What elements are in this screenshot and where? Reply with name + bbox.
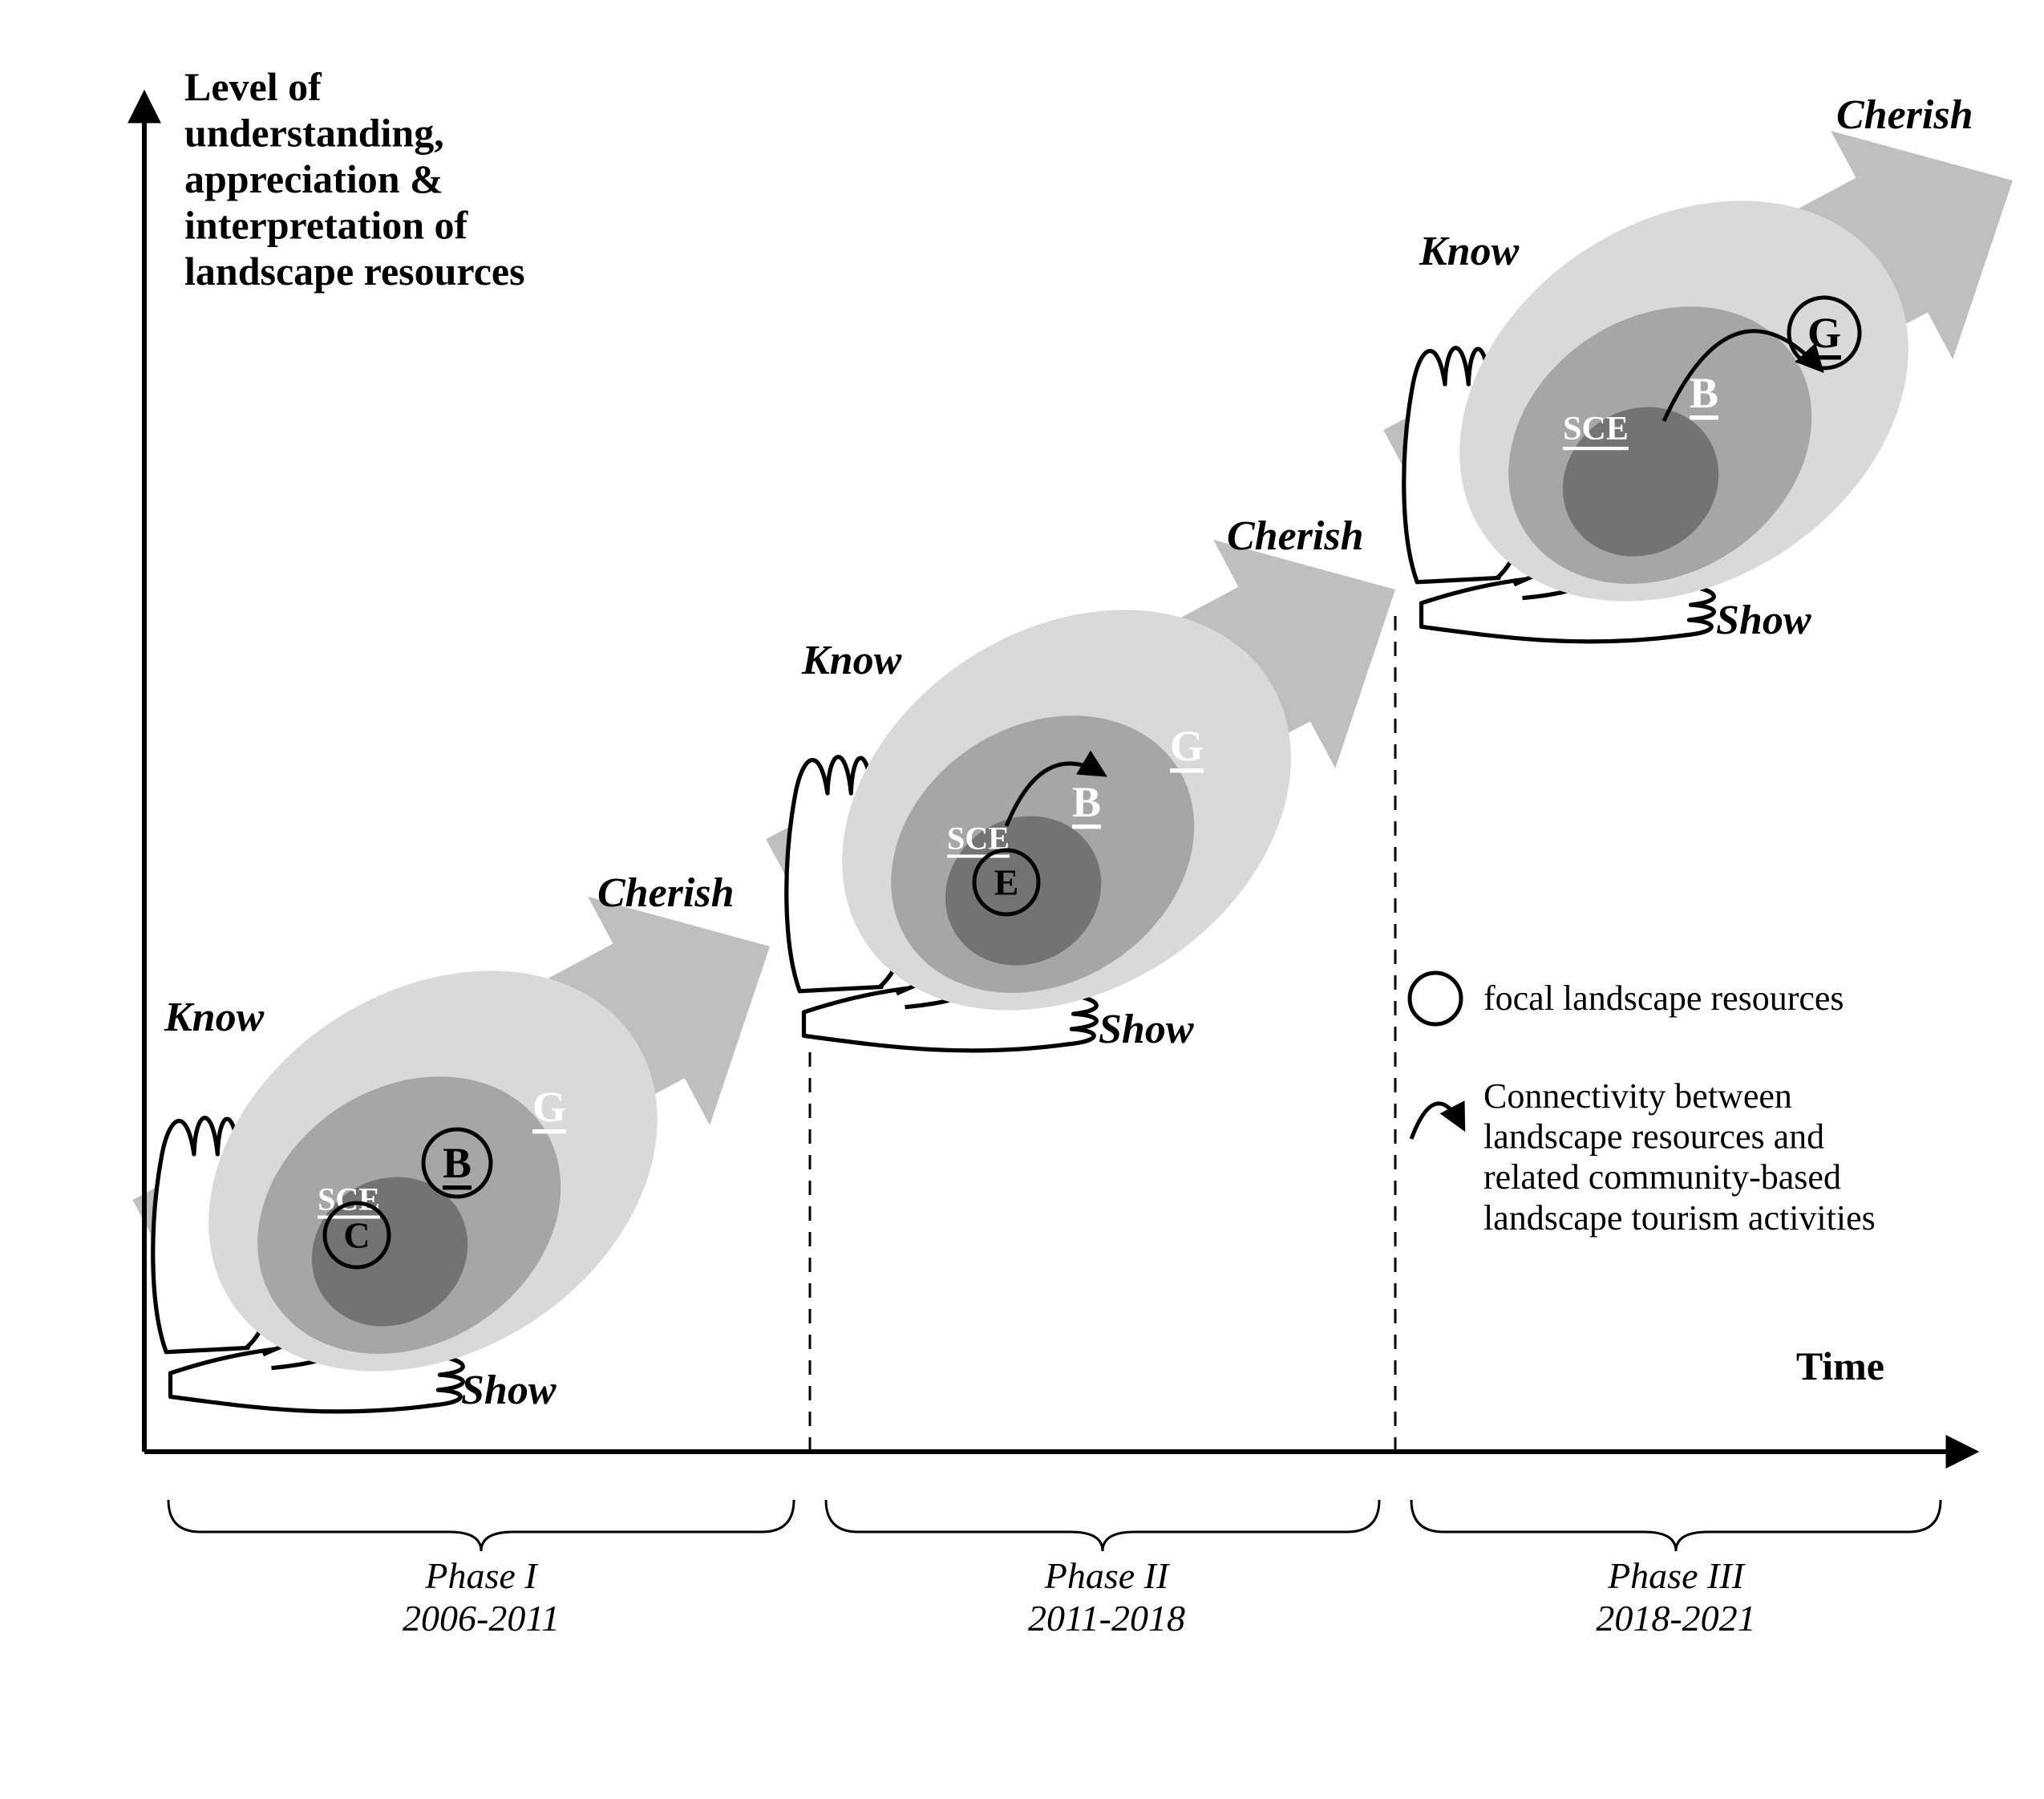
know-label-0: Know — [164, 995, 265, 1040]
letter-B-0: B — [443, 1139, 472, 1187]
x-axis-label: Time — [1796, 1343, 1884, 1388]
show-label-1: Show — [1099, 1007, 1194, 1052]
phase-brace-0 — [168, 1500, 794, 1551]
letter-SCE-2: SCE — [1563, 411, 1629, 448]
legend-item-1: Connectivity betweenlandscape resources … — [1483, 1076, 1876, 1238]
phase-label-2: Phase III2018-2021 — [1596, 1555, 1755, 1639]
letter-SCE-0: SCE — [318, 1181, 380, 1218]
letter-C-0: C — [343, 1215, 370, 1256]
letter-G-2: G — [1807, 309, 1841, 357]
letter-E-1: E — [994, 862, 1019, 903]
cherish-label-1: Cherish — [1227, 513, 1364, 559]
diagram-root: Level ofunderstanding,appreciation &inte… — [0, 0, 2044, 1799]
cherish-label-0: Cherish — [597, 870, 735, 916]
cherish-label-2: Cherish — [1836, 92, 1973, 138]
know-label-2: Know — [1419, 229, 1520, 274]
legend-arc-icon — [1411, 1104, 1463, 1139]
phase-brace-2 — [1411, 1500, 1941, 1551]
letter-G-0: G — [532, 1083, 566, 1131]
letter-B-1: B — [1072, 778, 1101, 826]
phase-label-0: Phase I2006-2011 — [403, 1555, 560, 1639]
phase-brace-1 — [826, 1500, 1379, 1551]
legend-item-0: focal landscape resources — [1483, 979, 1844, 1018]
legend-circle-icon — [1410, 973, 1461, 1024]
letter-G-1: G — [1170, 722, 1204, 770]
legend: focal landscape resources Connectivity be… — [1410, 973, 1876, 1238]
letter-B-2: B — [1690, 369, 1718, 417]
show-label-2: Show — [1716, 598, 1811, 643]
phase-label-1: Phase II2011-2018 — [1028, 1555, 1185, 1639]
y-axis-label: Level ofunderstanding,appreciation &inte… — [184, 64, 525, 294]
show-label-0: Show — [461, 1367, 557, 1413]
know-label-1: Know — [801, 638, 902, 683]
